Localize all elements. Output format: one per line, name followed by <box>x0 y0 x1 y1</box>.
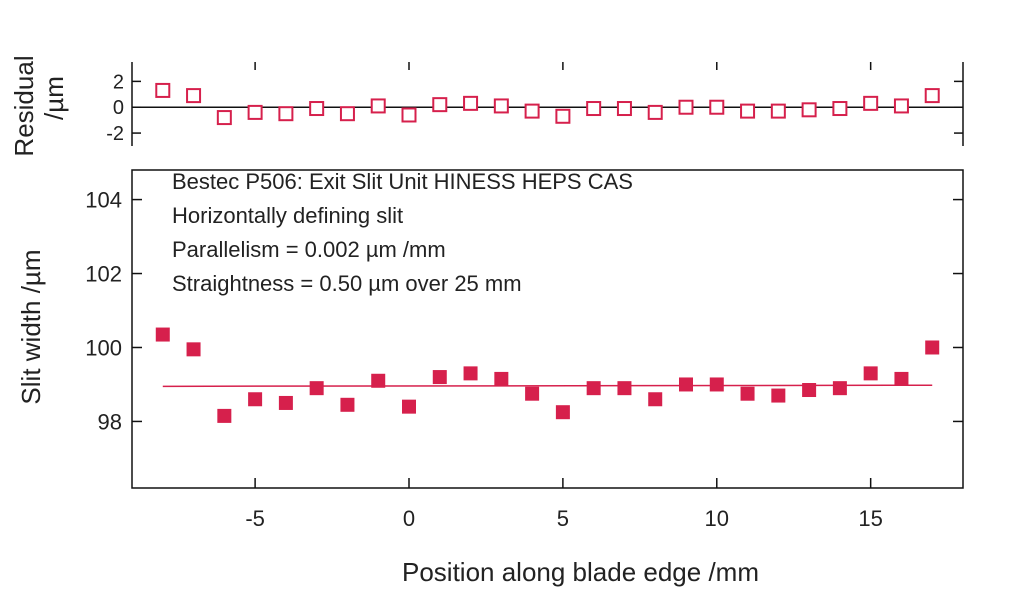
data-point <box>648 392 663 407</box>
data-point <box>802 383 817 398</box>
y-tick-label: 100 <box>85 335 122 360</box>
data-point <box>463 366 478 381</box>
residual-y-ticks: 2 0 -2 <box>106 71 963 145</box>
residual-point <box>709 99 725 115</box>
annotation-line: Parallelism = 0.002 µm /mm <box>172 237 446 262</box>
data-point <box>555 405 570 420</box>
residual-point <box>463 95 479 111</box>
residual-point <box>339 106 355 122</box>
residual-point <box>586 101 602 117</box>
data-point <box>586 381 601 396</box>
data-point <box>278 395 293 410</box>
y-axis-label: Slit width /µm <box>16 249 46 404</box>
data-point <box>863 366 878 381</box>
data-point <box>340 397 355 412</box>
main-y-ticks: 98 100 102 104 <box>85 188 963 434</box>
residual-panel: 2 0 -2 Residual /µm <box>9 55 964 157</box>
fit-line <box>162 384 933 388</box>
residual-point <box>278 106 294 122</box>
residual-point <box>740 103 756 119</box>
data-point <box>525 386 540 401</box>
annotation-block: Bestec P506: Exit Slit Unit HINESS HEPS … <box>172 169 633 296</box>
data-point <box>832 381 847 396</box>
data-point <box>248 392 263 407</box>
data-point <box>709 377 724 392</box>
residual-y-tick-label: 0 <box>113 97 124 119</box>
residual-point <box>801 102 817 118</box>
data-point <box>925 340 940 355</box>
residual-y-label-line2: /µm <box>39 76 69 120</box>
x-tick-label: -5 <box>245 506 265 531</box>
x-tick-label: 5 <box>557 506 569 531</box>
residual-point <box>247 104 263 120</box>
x-tick-label: 10 <box>705 506 729 531</box>
x-tick-label: 0 <box>403 506 415 531</box>
y-tick-label: 104 <box>85 188 122 213</box>
data-point <box>402 399 416 414</box>
residual-point <box>647 104 663 120</box>
main-plot-frame <box>131 169 964 489</box>
y-tick-label: 98 <box>98 409 122 434</box>
residual-point <box>832 101 848 117</box>
data-point <box>894 371 909 386</box>
x-axis-label: Position along blade edge /mm <box>402 557 759 587</box>
x-tick-label: 15 <box>858 506 882 531</box>
data-point <box>432 370 447 385</box>
residual-point <box>186 88 202 104</box>
residual-point <box>309 101 325 117</box>
data-point <box>617 381 632 396</box>
residual-point <box>524 103 540 119</box>
residual-point <box>678 99 694 115</box>
residual-y-tick-label: 2 <box>113 71 124 93</box>
residual-point <box>555 108 571 124</box>
residual-points <box>155 82 940 126</box>
data-point <box>309 381 324 396</box>
data-point <box>186 342 201 357</box>
data-point <box>494 371 509 386</box>
residual-point <box>863 95 879 111</box>
residual-y-tick-label: -2 <box>106 123 124 145</box>
annotation-line: Horizontally defining slit <box>172 203 403 228</box>
residual-point <box>924 88 940 104</box>
residual-point <box>893 98 909 114</box>
main-x-ticks: -5 0 5 10 15 <box>245 62 883 531</box>
residual-point <box>616 101 632 117</box>
main-points <box>155 327 940 423</box>
residual-point <box>432 97 448 113</box>
main-panel: 98 100 102 104 -5 0 5 10 15 Bestec P506: Exit S… <box>16 62 964 587</box>
residual-point <box>493 98 509 114</box>
data-point <box>217 408 232 423</box>
residual-point <box>770 103 786 119</box>
residual-point <box>401 107 417 123</box>
data-point <box>740 386 755 401</box>
data-point <box>371 373 386 388</box>
y-tick-label: 102 <box>85 262 122 287</box>
data-point <box>771 388 786 403</box>
annotation-line: Bestec P506: Exit Slit Unit HINESS HEPS … <box>172 169 633 194</box>
residual-y-label-line1: Residual <box>9 55 39 156</box>
residual-point <box>216 110 232 126</box>
residual-point <box>155 82 171 98</box>
data-point <box>155 327 170 342</box>
data-point <box>679 377 693 392</box>
residual-point <box>370 98 386 114</box>
annotation-line: Straightness = 0.50 µm over 25 mm <box>172 271 522 296</box>
